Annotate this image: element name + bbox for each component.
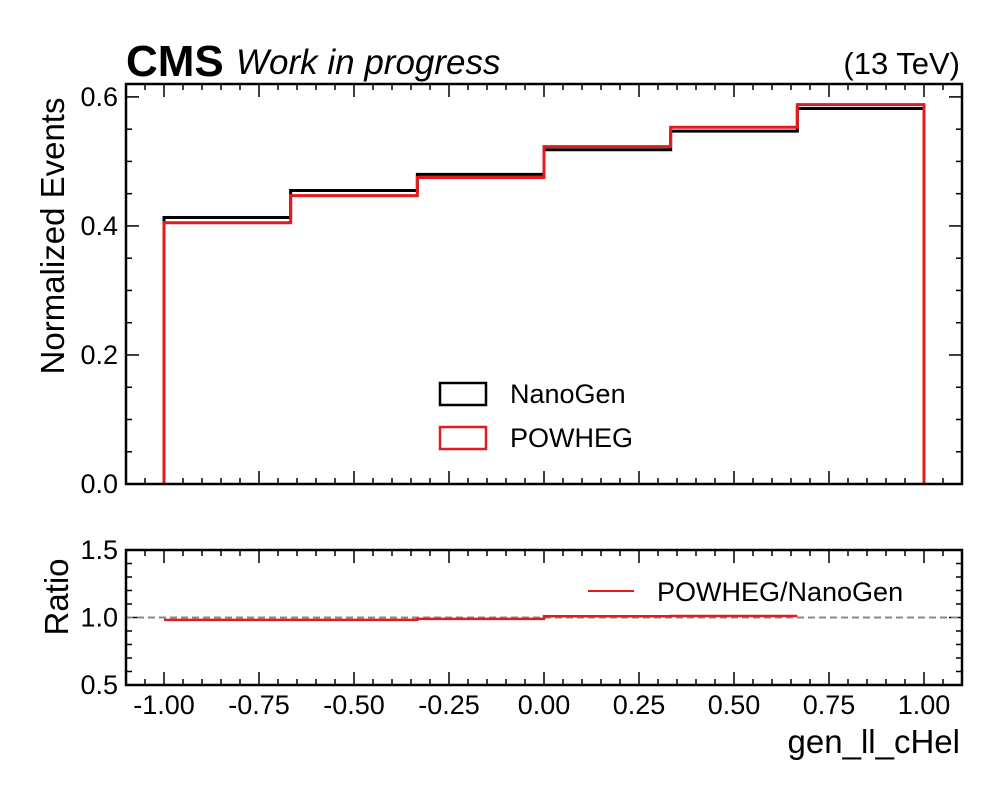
cms-label: CMS: [126, 37, 224, 86]
ratio-ticks: -1.00 -0.75 -0.50 -0.25 0.00 0.25 0.50 0.75 1.00…: [80, 535, 962, 720]
x-tick-label: -0.50: [323, 690, 385, 720]
ratio-y-tick-label: 1.0: [80, 603, 118, 633]
x-tick-label: 0.50: [708, 690, 761, 720]
main-y-axis-label: Normalized Events: [34, 98, 71, 375]
main-panel: 0.0 0.2 0.4 0.6 Normalized Events NanoGen P…: [34, 82, 964, 499]
ratio-y-axis-label: Ratio: [38, 558, 75, 635]
x-tick-label: -0.25: [418, 690, 480, 720]
main-y-tick-label: 0.2: [80, 340, 118, 370]
main-y-tick-label: 0.6: [80, 82, 118, 112]
legend-label-powheg: POWHEG: [510, 423, 633, 453]
x-tick-label: -0.75: [228, 690, 290, 720]
ratio-frame: [124, 548, 964, 687]
ratio-series: [164, 614, 798, 622]
ratio-y-tick-label: 1.5: [80, 535, 118, 565]
x-tick-label: 0.25: [613, 690, 666, 720]
main-frame: [124, 82, 964, 486]
status-label: Work in progress: [236, 43, 501, 82]
x-axis-label: gen_ll_cHel: [788, 723, 960, 760]
legend-label-nanogen: NanoGen: [510, 379, 626, 409]
main-series: [162, 103, 926, 484]
energy-label: (13 TeV): [843, 46, 960, 81]
ratio-legend: POWHEG/NanoGen: [588, 577, 903, 607]
ratio-panel: -1.00 -0.75 -0.50 -0.25 0.00 0.25 0.50 0.75 1.00…: [38, 535, 964, 760]
legend-swatch-powheg: [438, 425, 488, 451]
main-legend: NanoGen POWHEG: [438, 379, 633, 453]
x-tick-label: -1.00: [133, 690, 195, 720]
main-ticks: 0.0 0.2 0.4 0.6: [80, 82, 962, 499]
x-tick-label: 1.00: [898, 690, 951, 720]
main-y-tick-label: 0.4: [80, 211, 118, 241]
x-tick-label: 0.75: [803, 690, 856, 720]
ratio-step-line: [164, 614, 798, 622]
legend-label-ratio: POWHEG/NanoGen: [657, 577, 903, 607]
main-y-tick-label: 0.0: [80, 469, 118, 499]
ratio-y-tick-label: 0.5: [80, 670, 118, 700]
legend-swatch-nanogen: [438, 381, 488, 407]
x-tick-label: 0.00: [518, 690, 571, 720]
histogram-powheg: [162, 103, 926, 484]
